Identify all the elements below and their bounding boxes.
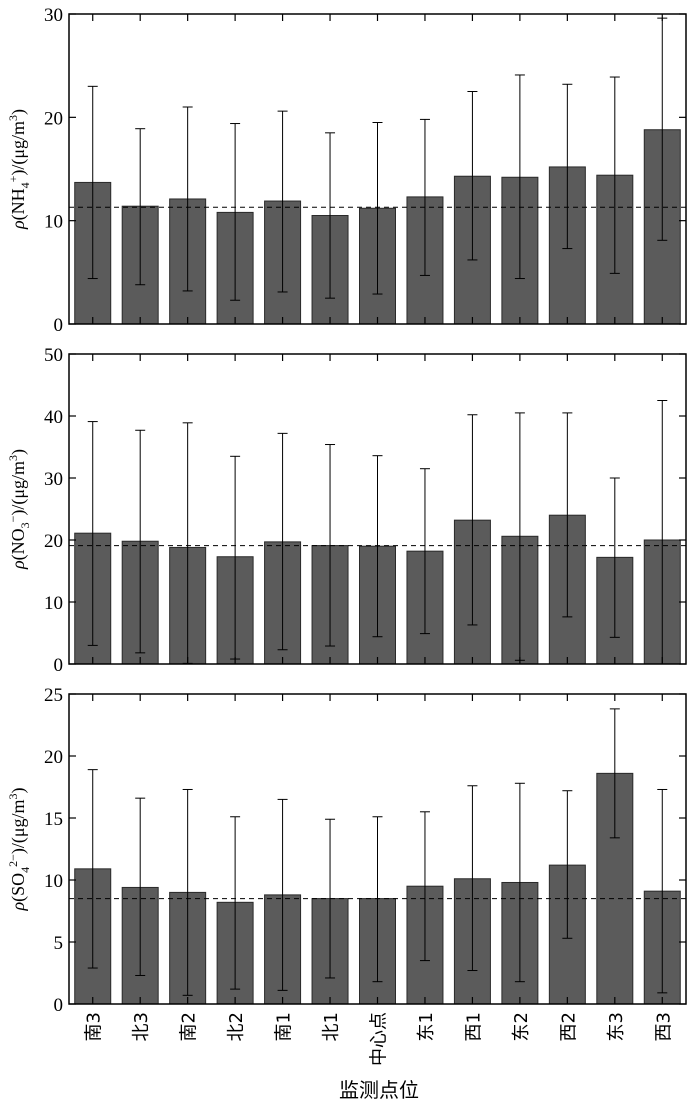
y-tick-label: 10	[44, 212, 63, 233]
y-tick-label: 10	[44, 593, 63, 614]
y-axis-title-sup: +	[6, 175, 20, 182]
x-tick-label-北1: 北1	[321, 1012, 342, 1041]
y-axis-title-sub: 3	[18, 522, 32, 528]
y-axis-title: ρ(NH4+)/(μg/m3)	[6, 109, 32, 230]
panels: 0102030ρ(NH4+)/(μg/m3)01020304050ρ(NO3−)…	[6, 5, 687, 1066]
y-axis-title-unit: )/(μg/m	[8, 461, 29, 516]
x-tick-label-北2: 北2	[226, 1012, 247, 1041]
y-axis-title-rho: ρ	[8, 560, 28, 570]
x-tick-label-北3: 北3	[131, 1012, 152, 1041]
y-axis-title-open: (NH	[8, 188, 29, 220]
y-tick-label: 10	[44, 871, 63, 892]
y-tick-label: 40	[44, 407, 63, 428]
x-tick-label-东3: 东3	[606, 1012, 627, 1041]
y-axis-title-sub: 4	[18, 182, 32, 188]
x-tick-label-南3: 南3	[84, 1012, 105, 1041]
x-tick-label-东1: 东1	[416, 1012, 437, 1041]
y-axis-title-sub: 4	[18, 867, 32, 873]
y-axis-title-unit-sup: 3	[6, 793, 20, 799]
x-tick-label-南2: 南2	[179, 1012, 200, 1041]
y-axis-title-rho: ρ	[8, 220, 28, 230]
y-axis-title-open: (NO	[8, 528, 29, 560]
y-tick-label: 5	[54, 933, 64, 954]
y-tick-label: 0	[54, 315, 64, 336]
x-tick-label-东2: 东2	[511, 1012, 532, 1041]
x-tick-label-中心点: 中心点	[369, 1012, 390, 1066]
y-tick-label: 25	[44, 685, 63, 706]
y-axis-title-unit-sup: 3	[6, 455, 20, 461]
panel-3: 0 5 10 15 20 25 ρ(SO42−)/(μg/m3)	[6, 685, 687, 1016]
y-axis-title-sup: 2−	[6, 854, 20, 867]
y-tick-label: 20	[44, 747, 63, 768]
y-axis-title: ρ(NO3−)/(μg/m3)	[6, 449, 32, 570]
x-tick-label-西1: 西1	[463, 1012, 484, 1041]
x-tick-label-西3: 西3	[653, 1012, 674, 1041]
y-axis-title-rho: ρ	[8, 902, 28, 912]
y-tick-label: 30	[44, 5, 63, 26]
y-axis-title-open: (SO	[8, 873, 29, 902]
y-tick-label: 15	[44, 809, 63, 830]
y-axis-title-end: )	[8, 787, 29, 793]
y-tick-label: 20	[44, 531, 63, 552]
y-tick-label: 50	[44, 345, 63, 366]
y-tick-label: 0	[54, 655, 64, 676]
x-axis-title: 监测点位	[339, 1078, 419, 1102]
x-tick-label-南1: 南1	[274, 1012, 295, 1041]
y-axis-title-end: )	[8, 449, 29, 455]
y-tick-label: 0	[54, 995, 64, 1016]
y-axis-title: ρ(SO42−)/(μg/m3)	[6, 787, 32, 911]
x-tick-label-西2: 西2	[558, 1012, 579, 1041]
y-axis-title-end: )	[8, 109, 29, 115]
y-axis-title-unit: )/(μg/m	[8, 799, 29, 854]
y-axis-title-sup: −	[6, 515, 20, 522]
y-axis-title-unit: )/(μg/m	[8, 121, 29, 176]
panel-1: 0 10 20 30 ρ(NH4+)/(μg/m3)	[6, 5, 687, 336]
y-tick-label: 30	[44, 469, 63, 490]
y-tick-label: 20	[44, 108, 63, 129]
y-axis-title-unit-sup: 3	[6, 115, 20, 121]
